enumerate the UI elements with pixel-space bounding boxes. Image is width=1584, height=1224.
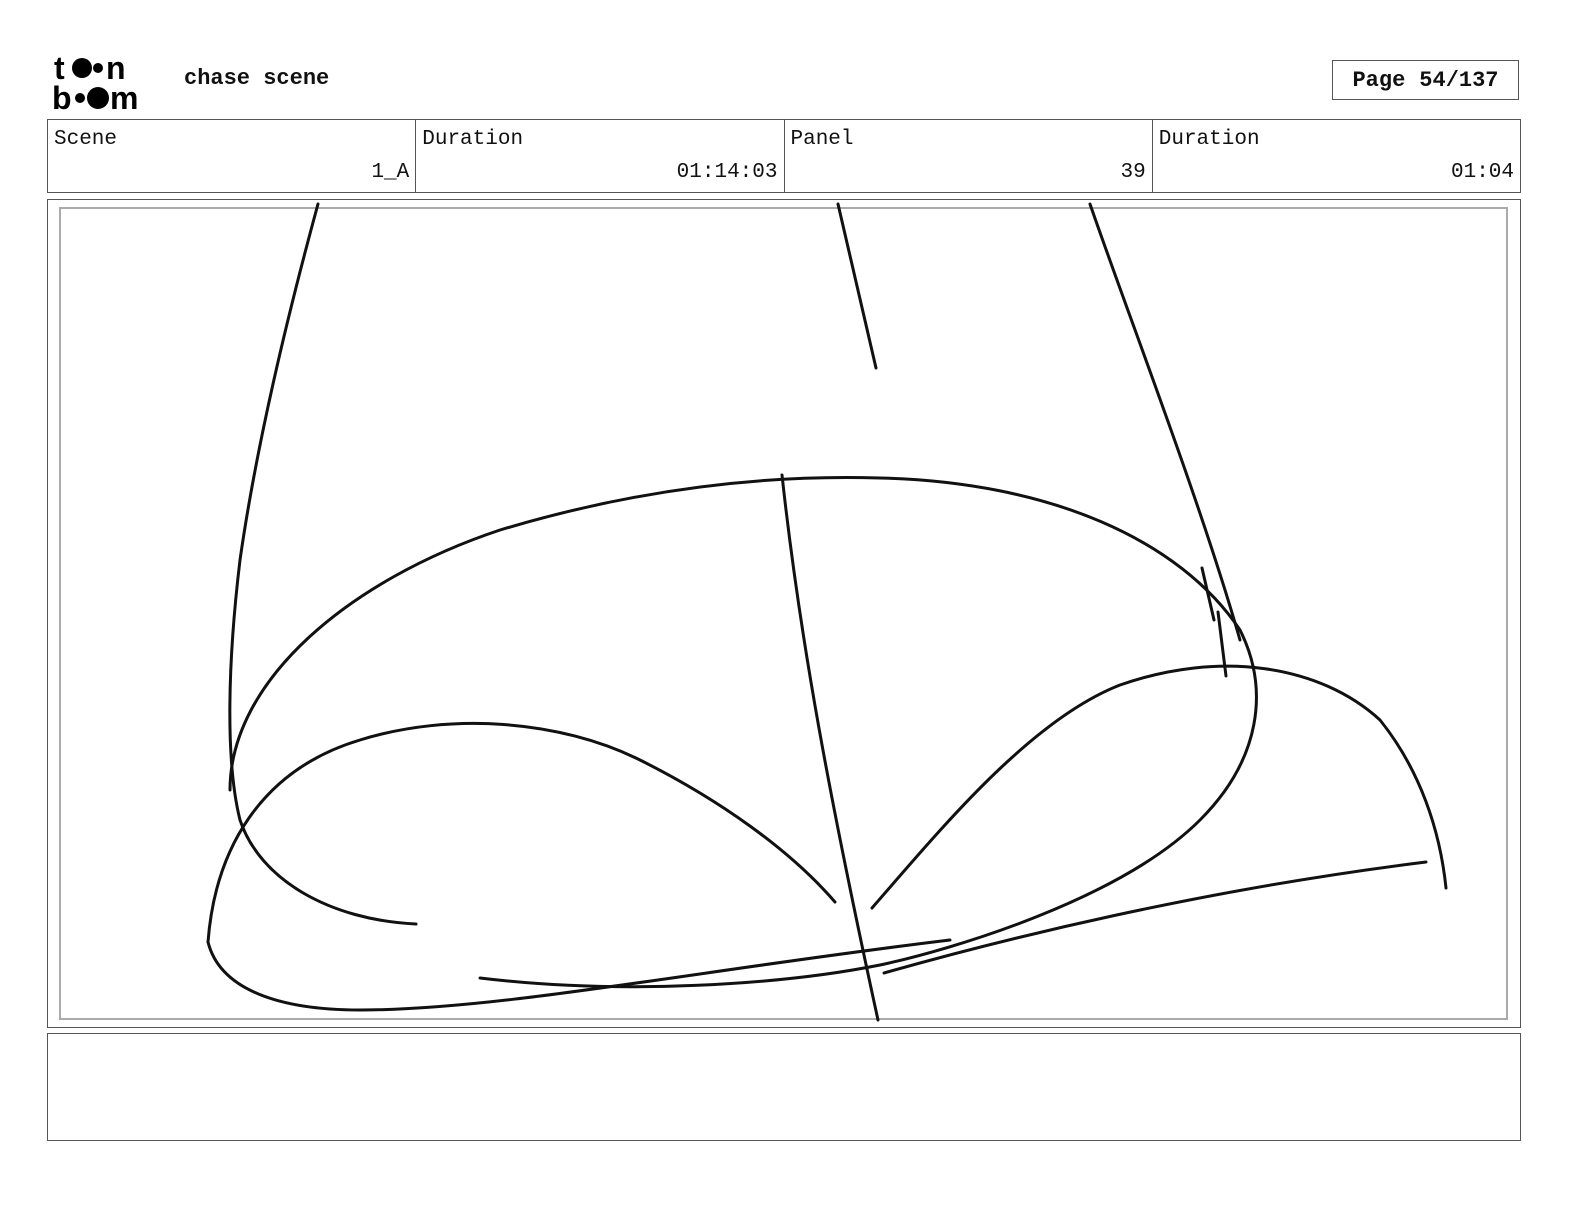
caption-box[interactable] [47,1033,1521,1141]
panel-value: 39 [1120,161,1146,184]
panel-duration-value: 01:04 [1450,161,1514,184]
sketch-stroke [1216,610,1228,678]
svg-text:b: b [52,80,72,112]
panel-duration-cell: Duration 01:04 [1153,120,1520,192]
scene-label: Scene [54,128,118,151]
scene-duration-cell: Duration 01:14:03 [416,120,785,192]
sketch-stroke [228,202,418,926]
panel-frame [47,199,1521,1028]
sketch-stroke [882,860,1428,975]
sketch-stroke [228,476,1258,989]
toon-boom-logo: t n b m [52,52,138,112]
panel-label: Panel [790,128,854,151]
sketch-stroke [836,202,878,370]
scene-cell: Scene 1_A [48,120,417,192]
svg-text:m: m [110,80,138,112]
svg-text:t: t [54,52,65,86]
sketch-stroke [1200,566,1216,622]
sketch-stroke [780,473,880,1022]
sketch-stroke [206,938,952,1012]
page-value: 54/137 [1419,67,1499,93]
svg-text:n: n [106,52,126,86]
sketch-stroke [206,721,837,944]
scene-title: chase scene [184,66,330,91]
panel-cell: Panel 39 [785,120,1153,192]
scene-duration-value: 01:14:03 [676,161,778,184]
page-label: Page [1352,67,1406,93]
sketch-stroke [1088,202,1242,642]
scene-value: 1_A [371,161,410,184]
page-indicator: Page 54/137 [1332,60,1519,100]
panel-duration-label: Duration [1158,128,1260,151]
scene-duration-label: Duration [422,128,524,151]
panel-info-bar: Scene 1_A Duration 01:14:03 Panel 39 Durati… [47,119,1521,193]
panel-safe-area [59,207,1508,1020]
